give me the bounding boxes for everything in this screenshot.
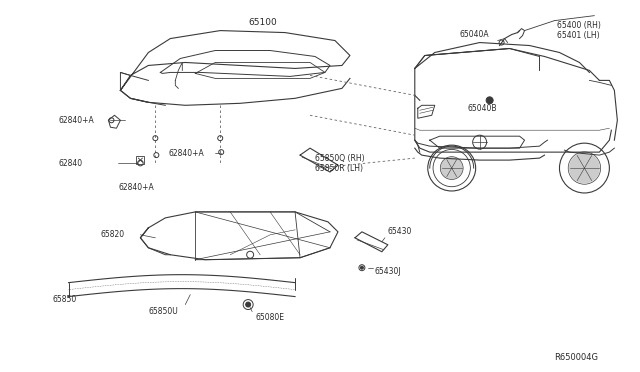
Text: 65850: 65850 <box>52 295 77 304</box>
Text: 65400 (RH): 65400 (RH) <box>557 21 602 30</box>
Text: 65401 (LH): 65401 (LH) <box>557 31 600 40</box>
Text: 65040B: 65040B <box>468 104 497 113</box>
Bar <box>136 156 145 164</box>
Circle shape <box>441 157 463 179</box>
Text: 65850Q (RH): 65850Q (RH) <box>315 154 365 163</box>
Circle shape <box>246 302 251 307</box>
Text: 65850U: 65850U <box>148 307 178 316</box>
Text: 65820: 65820 <box>100 230 125 239</box>
Text: 65430J: 65430J <box>375 267 401 276</box>
Text: 62840: 62840 <box>59 158 83 167</box>
Text: 65040A: 65040A <box>460 30 490 39</box>
Circle shape <box>569 153 600 183</box>
Circle shape <box>486 97 493 104</box>
Text: 62840+A: 62840+A <box>59 116 94 125</box>
Circle shape <box>360 266 364 269</box>
Text: 65850R (LH): 65850R (LH) <box>315 164 363 173</box>
Text: 65430: 65430 <box>388 227 412 236</box>
Text: R650004G: R650004G <box>554 353 598 362</box>
Text: 65100: 65100 <box>248 18 277 27</box>
Text: 62840+A: 62840+A <box>168 149 204 158</box>
Text: 65080E: 65080E <box>255 313 284 322</box>
Text: 62840+A: 62840+A <box>118 183 154 192</box>
